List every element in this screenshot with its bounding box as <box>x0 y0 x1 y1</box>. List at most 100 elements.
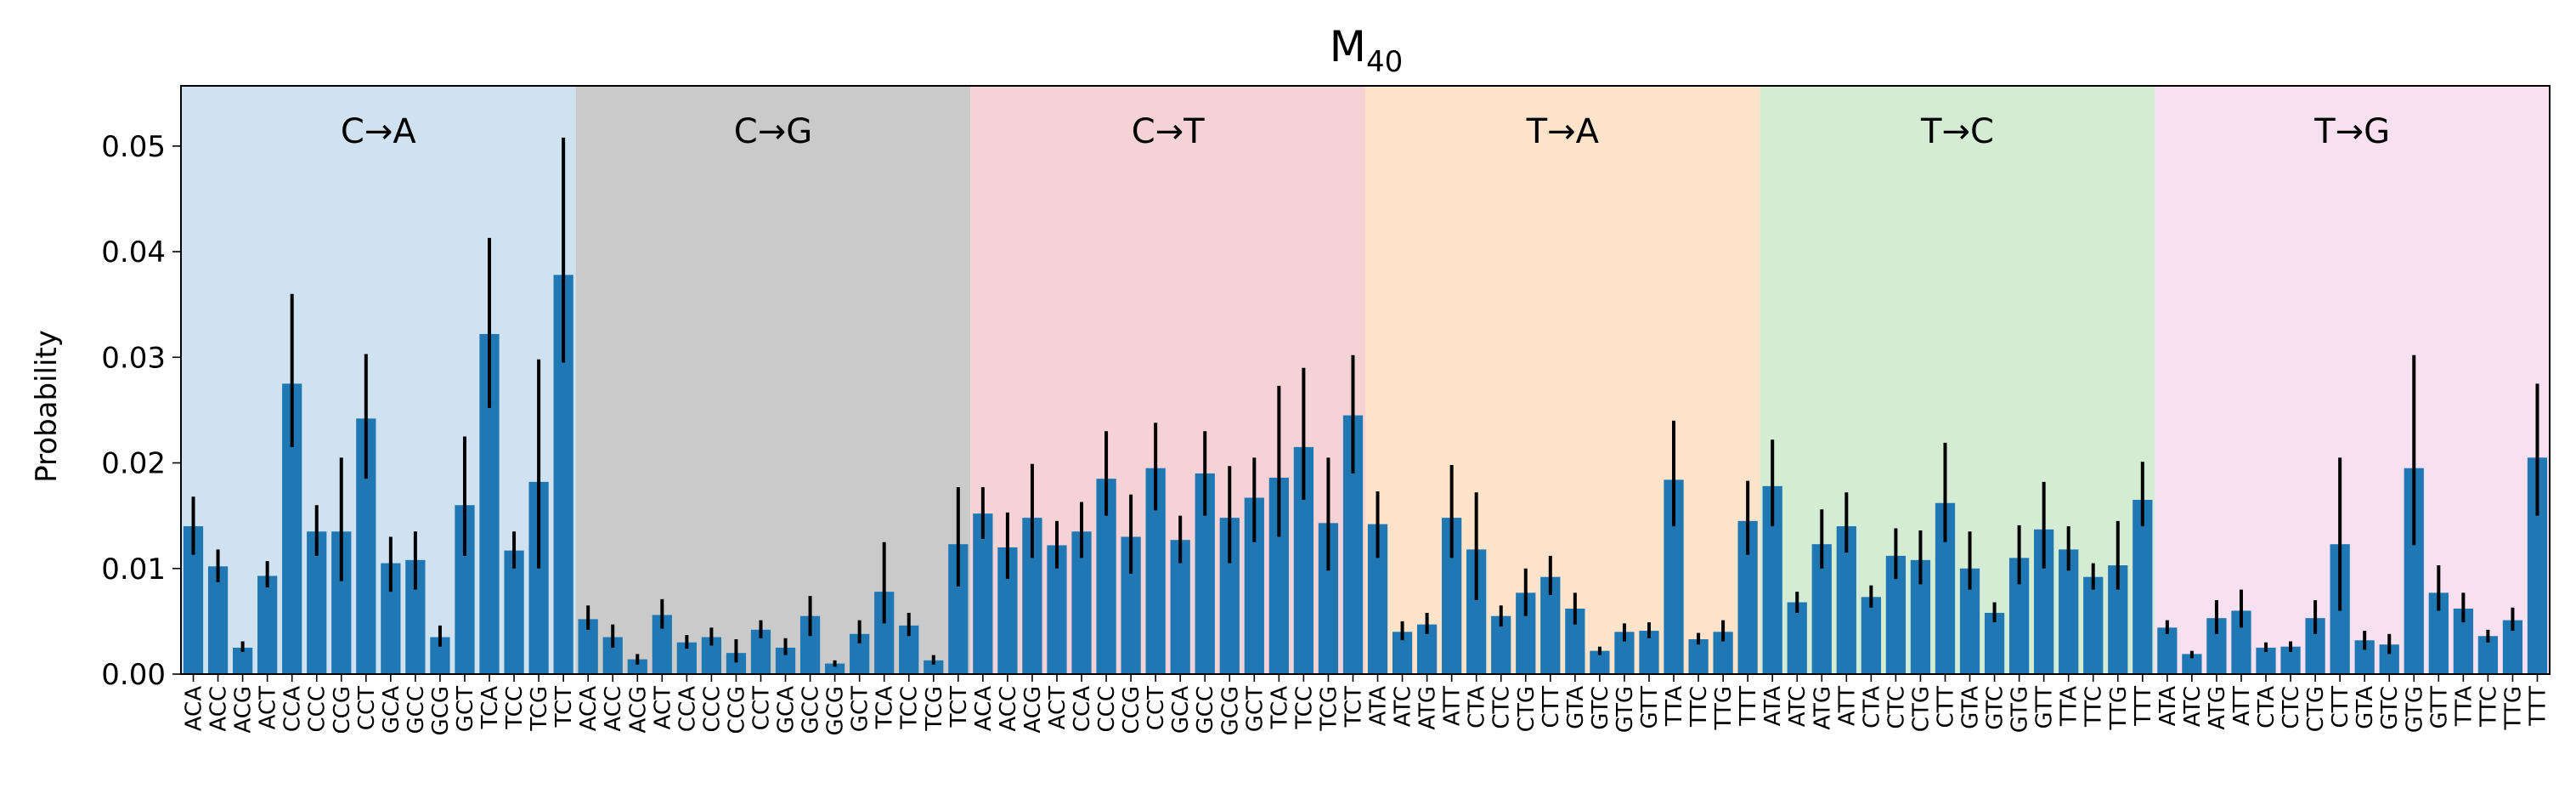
x-tick-label-3-CTA: CTA <box>1465 686 1490 728</box>
bar-5-ATC <box>2182 654 2202 674</box>
bar-2-CCA <box>1071 531 1092 674</box>
bar-0-GCG <box>430 637 450 674</box>
x-tick-label-1-CCT: CCT <box>749 686 774 730</box>
x-tick-label-3-GTA: GTA <box>1563 686 1589 729</box>
bar-4-ATC <box>1787 602 1807 674</box>
bar-1-CCT <box>750 629 771 674</box>
x-tick-label-3-GTG: GTG <box>1613 686 1638 733</box>
bar-2-TCA <box>1268 477 1289 674</box>
x-tick-label-5-GTA: GTA <box>2353 686 2378 729</box>
bar-0-CCC <box>307 531 327 674</box>
bar-0-GCC <box>405 559 426 674</box>
x-tick-label-0-ACG: ACG <box>231 686 257 734</box>
bar-5-ATG <box>2206 618 2227 674</box>
bar-0-ACG <box>232 647 253 674</box>
x-tick-label-0-ACA: ACA <box>182 686 207 731</box>
x-tick-label-2-ACC: ACC <box>996 686 1021 732</box>
bar-4-CTT <box>1935 502 1956 674</box>
group-label-2: C→T <box>1132 112 1205 151</box>
bar-1-ACT <box>652 615 672 674</box>
bar-3-CTA <box>1466 549 1487 674</box>
bar-0-CCT <box>356 418 376 674</box>
bar-5-GTT <box>2428 592 2449 674</box>
x-tick-label-4-ATA: ATA <box>1760 686 1786 727</box>
x-tick-label-1-GCT: GCT <box>848 686 873 732</box>
bar-2-TCC <box>1293 446 1314 674</box>
x-tick-label-2-CCG: CCG <box>1119 686 1144 734</box>
axes: ACA ACC ACG ACT CCA CCC CCG CCT GCA GCC GCG GCT TCA T… <box>101 85 2551 735</box>
x-tick-label-0-CCG: CCG <box>330 686 355 734</box>
bar-3-GTA <box>1565 608 1585 674</box>
x-tick-label-1-TCC: TCC <box>897 686 923 730</box>
x-tick-label-5-CTT: CTT <box>2328 686 2353 728</box>
chart-title-main: M <box>1330 22 1366 71</box>
bar-1-CCC <box>701 637 722 674</box>
x-tick-label-4-CTC: CTC <box>1884 686 1909 729</box>
bar-0-CCA <box>282 383 302 674</box>
bar-3-CTC <box>1491 615 1511 674</box>
group-background-3 <box>1365 86 1760 674</box>
x-tick-label-2-CCC: CCC <box>1094 686 1120 732</box>
x-tick-label-5-GTG: GTG <box>2402 686 2427 733</box>
bar-2-ACG <box>1022 518 1042 674</box>
bar-0-GCA <box>381 563 401 674</box>
x-tick-label-5-CTC: CTC <box>2279 686 2304 729</box>
x-tick-label-3-TTT: TTT <box>1736 686 1761 727</box>
x-tick-label-4-TTC: TTC <box>2082 686 2107 728</box>
x-tick-label-2-ACG: ACG <box>1020 686 1046 734</box>
x-tick-label-2-CCT: CCT <box>1144 686 1169 730</box>
bar-1-ACG <box>627 659 647 674</box>
y-tick-label-5: 0.05 <box>101 130 166 164</box>
group-label-5: T→G <box>2313 112 2390 151</box>
bar-5-GTA <box>2354 640 2375 674</box>
x-tick-label-4-GTA: GTA <box>1958 686 1984 729</box>
bar-0-ACA <box>183 526 204 674</box>
bar-0-TCA <box>479 333 500 674</box>
bar-1-CCG <box>726 653 747 674</box>
bar-5-ATT <box>2231 610 2251 674</box>
x-tick-label-1-ACG: ACG <box>625 686 651 734</box>
bar-4-CTC <box>1885 555 1907 674</box>
x-tick-label-2-GCC: GCC <box>1193 686 1218 734</box>
bar-5-CTG <box>2305 618 2325 674</box>
y-tick-label-4: 0.04 <box>101 235 166 269</box>
bar-2-CCT <box>1145 468 1166 674</box>
x-tick-label-1-TCA: TCA <box>873 686 898 730</box>
bar-1-CCA <box>676 642 697 674</box>
bar-3-GTG <box>1614 632 1635 674</box>
group-labels: C→A C→G C→T T→A T→C T→G <box>341 112 2390 151</box>
bar-4-GTG <box>2008 558 2030 674</box>
x-tick-label-4-CTT: CTT <box>1933 686 1958 728</box>
bar-2-GCT <box>1244 497 1264 674</box>
x-tick-label-2-GCG: GCG <box>1217 686 1243 735</box>
bar-5-ATA <box>2157 627 2178 674</box>
x-tick-label-3-ATA: ATA <box>1366 686 1392 727</box>
x-tick-label-5-ATA: ATA <box>2155 686 2181 727</box>
x-tick-label-1-CCC: CCC <box>699 686 725 732</box>
x-tick-label-5-ATT: ATT <box>2229 686 2255 726</box>
bar-5-TTC <box>2477 636 2499 674</box>
x-tick-label-1-GCC: GCC <box>799 686 824 734</box>
x-tick-label-1-ACA: ACA <box>576 686 602 731</box>
group-background-5 <box>2155 86 2550 674</box>
plot-frame <box>180 85 2551 675</box>
y-tick-label-1: 0.01 <box>101 553 166 587</box>
x-tick-label-2-ACA: ACA <box>971 686 997 731</box>
x-tick-label-0-CCC: CCC <box>305 686 330 732</box>
x-tick-label-0-GCG: GCG <box>428 686 454 735</box>
group-label-1: C→G <box>734 112 812 151</box>
x-tick-label-3-CTG: CTG <box>1514 686 1539 732</box>
x-tick-label-2-TCC: TCC <box>1291 686 1317 730</box>
x-tick-label-3-GTT: GTT <box>1637 686 1663 729</box>
x-tick-label-5-TTA: TTA <box>2451 686 2477 727</box>
x-tick-label-2-GCA: GCA <box>1168 686 1194 734</box>
bar-4-GTA <box>1959 568 1980 674</box>
bar-4-TTG <box>2108 565 2128 674</box>
bar-2-GCA <box>1170 540 1190 674</box>
x-tick-label-4-TTA: TTA <box>2057 686 2082 727</box>
bar-2-CCG <box>1121 536 1141 674</box>
x-tick-label-0-GCT: GCT <box>453 686 478 732</box>
bar-0-ACC <box>207 566 229 674</box>
x-tick-label-3-ATC: ATC <box>1391 686 1416 727</box>
